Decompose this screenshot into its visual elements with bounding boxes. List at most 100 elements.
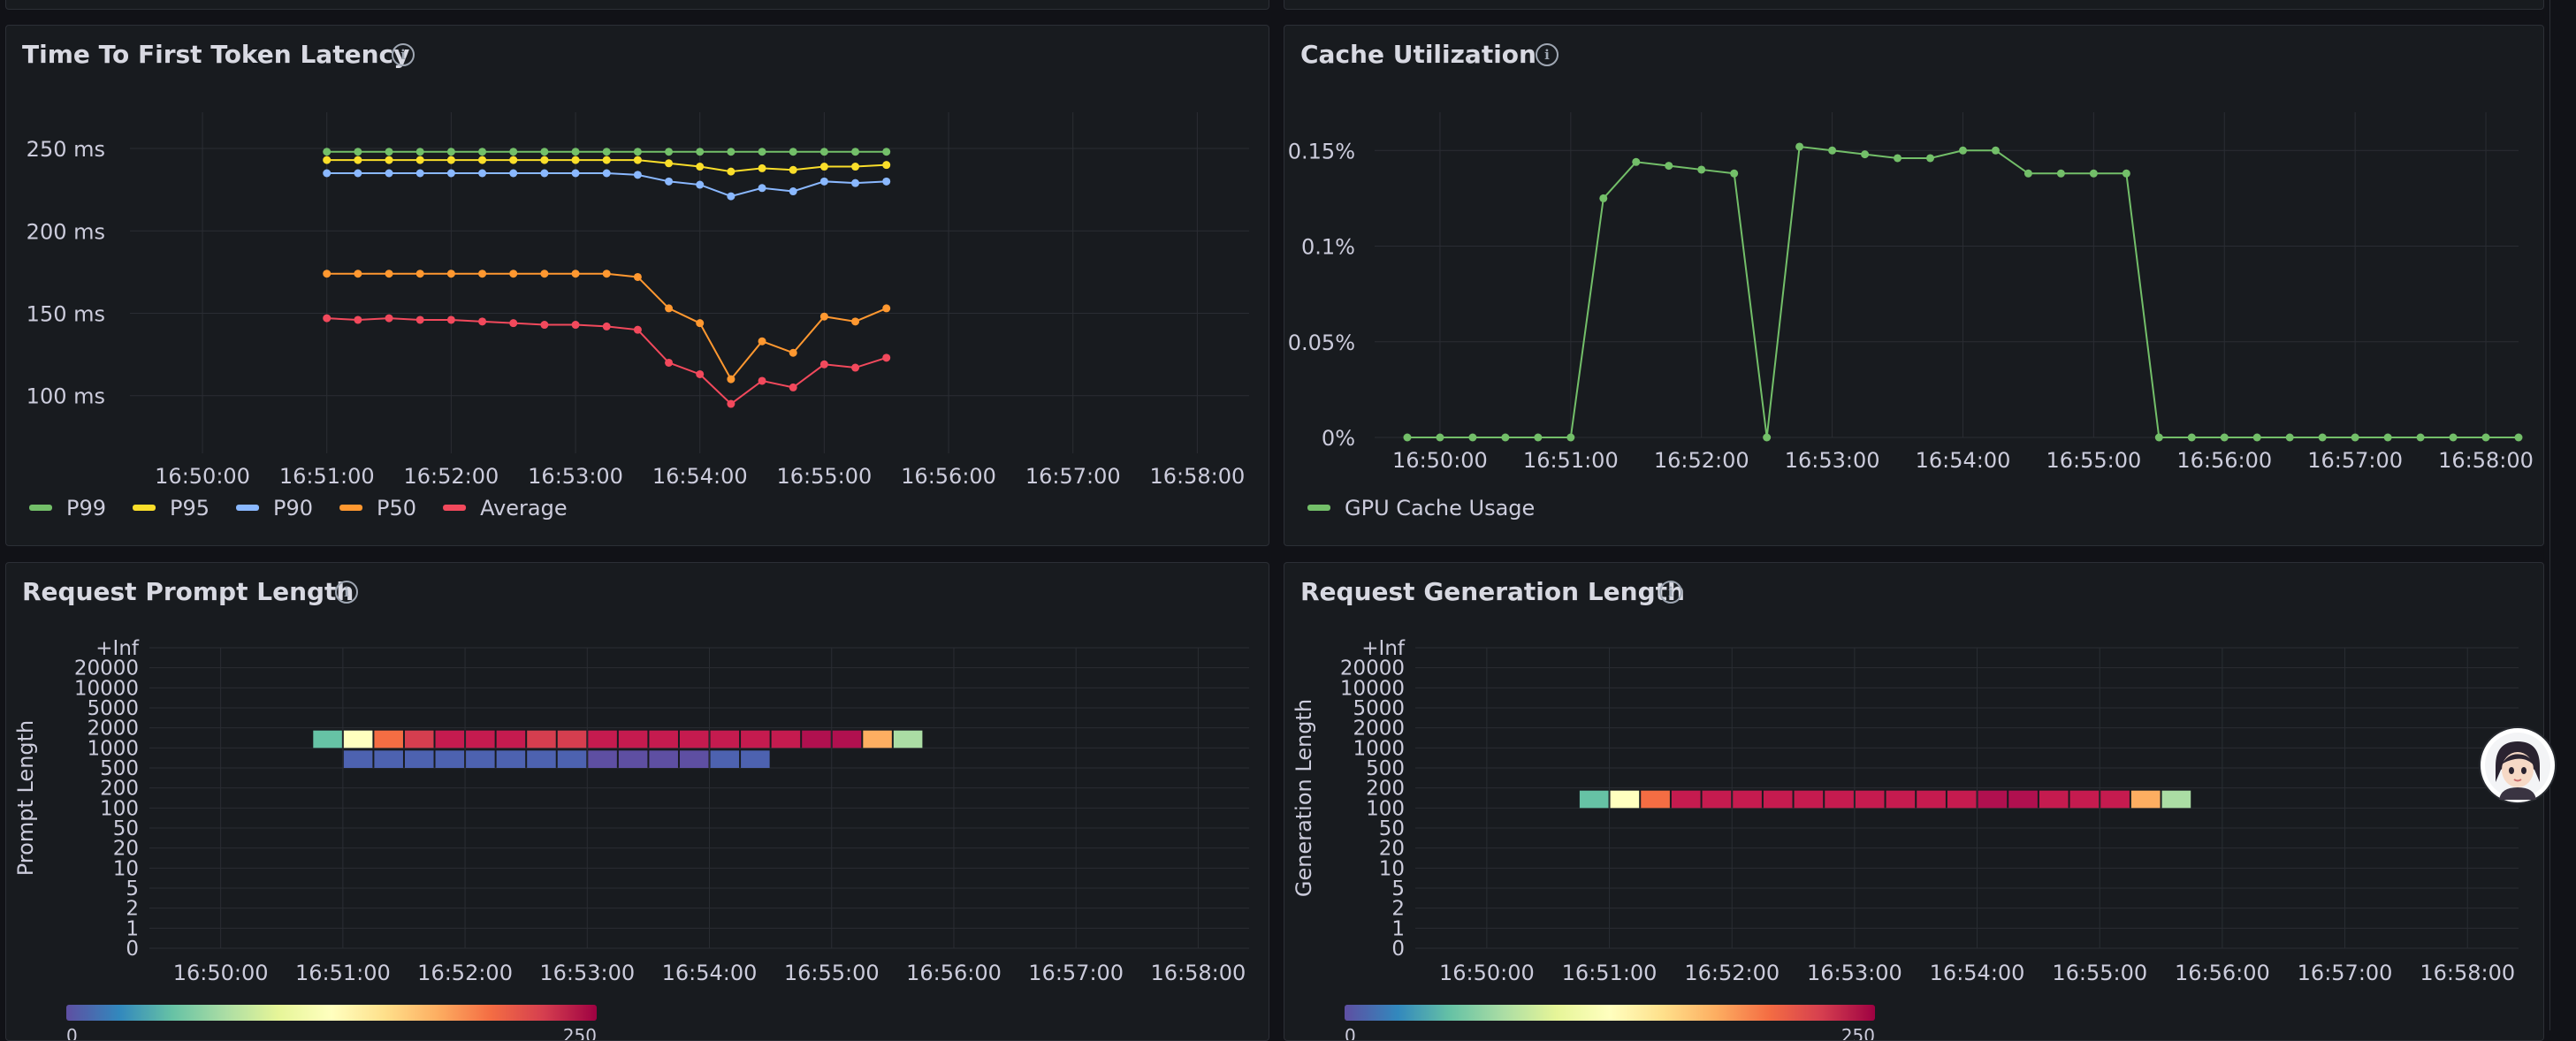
previous-panel-edge	[5, 0, 1269, 10]
heatmap-cell	[1855, 790, 1885, 809]
data-point	[323, 270, 332, 278]
heatmap-cell	[527, 730, 556, 748]
x-tick-label: 16:53:00	[1785, 448, 1880, 473]
request-prompt-length-panel: Request Prompt Length i 16:50:00 16:51:00…	[5, 562, 1269, 1041]
y-tick-label: 5000	[87, 697, 139, 720]
data-point	[571, 169, 580, 178]
y-tick-label: 10000	[1340, 677, 1405, 700]
y-tick-label: +Inf	[1361, 637, 1406, 660]
heatmap-cell	[588, 750, 617, 768]
info-icon[interactable]: i	[335, 581, 358, 604]
y-tick-label: 5	[1391, 878, 1405, 900]
data-point	[1697, 165, 1706, 174]
data-point	[2318, 433, 2327, 442]
info-icon[interactable]: i	[1659, 581, 1682, 604]
data-point	[540, 148, 549, 156]
x-tick-label: 16:51:00	[1562, 961, 1658, 985]
data-point	[665, 304, 674, 313]
y-tick-label: +Inf	[95, 637, 140, 660]
x-tick-label: 16:57:00	[2298, 961, 2393, 985]
data-point	[758, 184, 766, 193]
data-point	[446, 148, 455, 156]
legend-swatch	[339, 505, 363, 511]
color-scale-bar	[1345, 1005, 1875, 1021]
y-tick-label: 0	[126, 938, 139, 961]
y-tick-label: 10	[1379, 857, 1405, 880]
data-point	[665, 148, 674, 156]
data-point	[478, 156, 487, 164]
y-tick-label: 2	[1391, 898, 1405, 921]
data-point	[1763, 433, 1772, 442]
x-tick-label: 16:50:00	[1392, 448, 1488, 473]
data-point	[1599, 194, 1608, 202]
panel-title: Cache Utilization	[1300, 40, 1536, 69]
series-line	[326, 317, 888, 406]
info-icon[interactable]: i	[1536, 43, 1559, 66]
color-scale-bar	[66, 1005, 597, 1021]
data-point	[2089, 169, 2098, 178]
data-point	[882, 148, 891, 156]
data-point	[727, 192, 735, 201]
data-point	[323, 148, 332, 156]
y-tick-label: 0	[1391, 938, 1405, 961]
heatmap-cell	[618, 730, 648, 748]
x-tick-label: 16:58:00	[2420, 961, 2515, 985]
data-point	[540, 156, 549, 164]
info-icon[interactable]: i	[392, 43, 415, 66]
y-tick-label: 100	[100, 797, 139, 820]
x-tick-label: 16:53:00	[1807, 961, 1902, 985]
assistant-avatar[interactable]	[2481, 728, 2555, 802]
data-point	[323, 156, 332, 164]
y-tick-label: 1	[1391, 917, 1405, 940]
y-tick-label: 0.15%	[1288, 139, 1355, 163]
heatmap-cell	[2008, 790, 2038, 809]
data-point	[758, 148, 766, 156]
y-tick-label: 200 ms	[27, 219, 105, 244]
data-point	[1534, 433, 1543, 442]
x-tick-label: 16:53:00	[539, 961, 635, 985]
y-axis-label: Generation Length	[1292, 699, 1316, 897]
heatmap-cell	[741, 750, 770, 768]
heatmap-cell	[404, 750, 434, 768]
data-point	[696, 180, 705, 189]
data-point	[571, 321, 580, 330]
color-scale-max: 250	[563, 1025, 597, 1040]
x-tick-label: 16:58:00	[1151, 961, 1246, 985]
heatmap-cell	[557, 750, 587, 768]
data-point	[1501, 433, 1510, 442]
heatmap-cell	[1886, 790, 1916, 809]
data-point	[354, 169, 362, 178]
data-point	[758, 337, 766, 346]
panel-title: Request Prompt Length	[22, 577, 354, 606]
data-point	[2449, 433, 2458, 442]
request-generation-length-heatmap: 16:50:00 16:51:00 16:52:00 16:53:00 16:54:00…	[1292, 637, 2519, 1040]
x-tick-label: 16:54:00	[1916, 448, 2011, 473]
x-tick-label: 16:55:00	[2052, 961, 2147, 985]
panel-title: Time To First Token Latency	[22, 40, 410, 69]
heatmap-cell	[435, 750, 465, 768]
x-tick-label: 16:51:00	[295, 961, 391, 985]
x-tick-label: 16:57:00	[2307, 448, 2403, 473]
data-point	[2285, 433, 2294, 442]
data-point	[1991, 146, 2000, 155]
heatmap-cell	[1763, 790, 1793, 809]
scrollbar-track[interactable]	[2549, 0, 2576, 1030]
legend-swatch	[1307, 505, 1330, 511]
y-tick-label: 500	[100, 757, 139, 780]
data-point	[540, 321, 549, 330]
color-scale-min: 0	[1345, 1025, 1356, 1040]
data-point	[385, 314, 393, 323]
heatmap-cell	[313, 730, 342, 748]
cache-utilization-chart: 16:50:00 16:51:00 16:52:00 16:53:00 16:54:00…	[1288, 112, 2534, 520]
legend-swatch	[29, 505, 52, 511]
color-scale-min: 0	[66, 1025, 78, 1040]
x-tick-label: 16:52:00	[417, 961, 513, 985]
panel-title: Request Generation Length	[1300, 577, 1685, 606]
heatmap-cell	[1825, 790, 1854, 809]
data-point	[789, 348, 797, 357]
x-tick-label: 16:55:00	[784, 961, 880, 985]
data-point	[602, 148, 611, 156]
heatmap-cell	[741, 730, 770, 748]
heatmap-cell	[2161, 790, 2191, 809]
legend-swatch	[443, 505, 467, 511]
